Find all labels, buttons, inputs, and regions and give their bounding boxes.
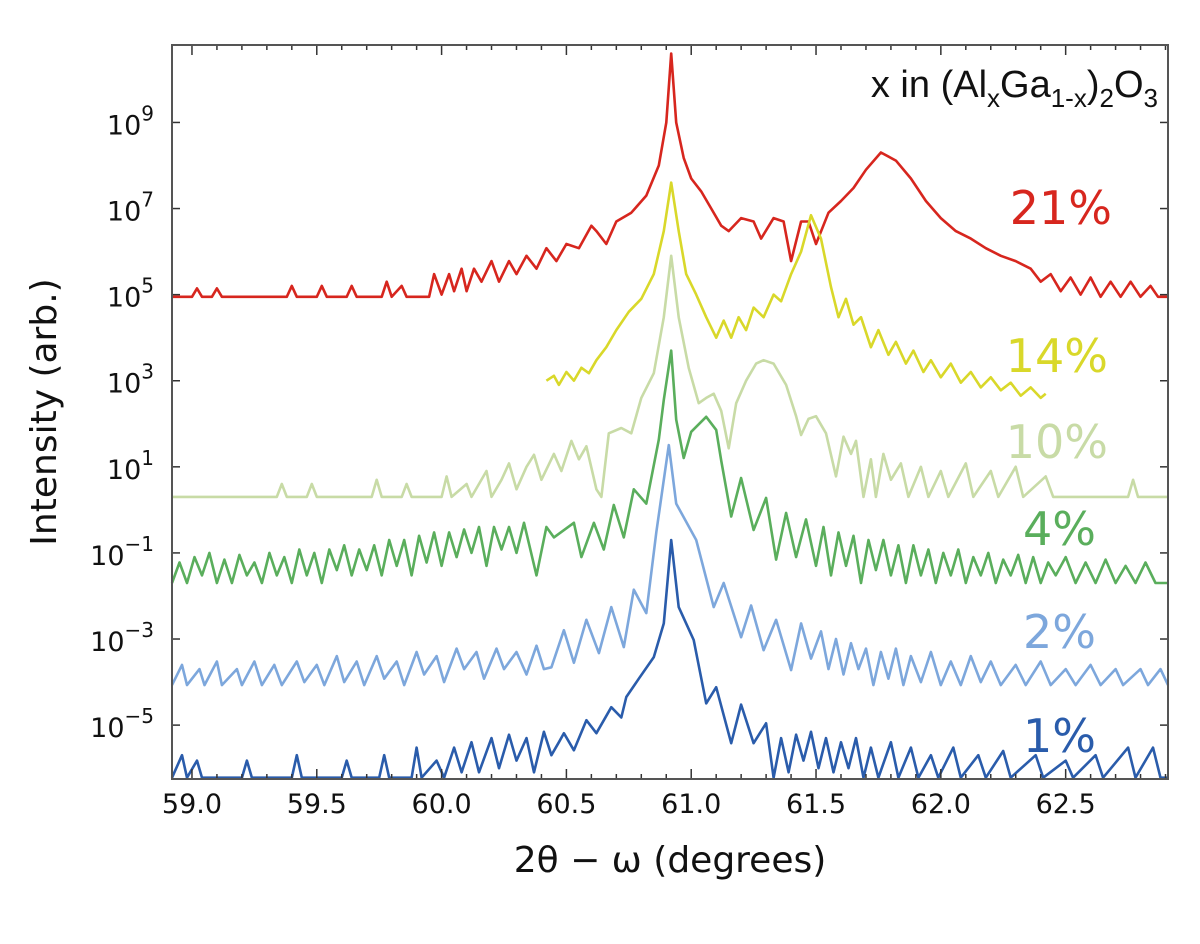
y-tick-exponent: 1 xyxy=(141,446,154,470)
x-tick-label: 61.5 xyxy=(786,789,846,820)
annotation-text: Ga xyxy=(1000,64,1052,106)
annotation-subscript: 3 xyxy=(1144,83,1158,113)
composition-annotation: x in (AlxGa1-x)2O3 xyxy=(871,64,1158,113)
series-line-21pct xyxy=(172,52,1168,299)
series-label-1pct: 1% xyxy=(1023,709,1096,763)
series-layer xyxy=(170,52,1170,779)
series-line-14pct xyxy=(545,181,1047,400)
x-tick-label: 59.5 xyxy=(287,789,347,820)
x-tick-label: 61.0 xyxy=(661,789,721,820)
y-tick-exponent: 3 xyxy=(141,360,154,384)
y-tick-exponent: −5 xyxy=(125,704,154,728)
annotation-subscript: 1-x xyxy=(1051,83,1087,113)
y-tick-exponent: −1 xyxy=(125,532,154,556)
plot-frame xyxy=(171,44,1169,780)
series-label-4pct: 4% xyxy=(1023,502,1096,556)
annotation-subscript: 2 xyxy=(1100,83,1114,113)
y-tick-label: 105 xyxy=(107,274,154,314)
annotation-text: ) xyxy=(1087,64,1100,106)
x-tick-label: 62.5 xyxy=(1036,789,1096,820)
x-tick-label: 60.5 xyxy=(536,789,596,820)
series-labels: 21% 14% 10% 4% 2% 1% xyxy=(1006,181,1112,763)
series-line-4pct xyxy=(170,349,1168,585)
series-line-10pct xyxy=(172,254,1168,499)
y-tick-exponent: −3 xyxy=(125,618,154,642)
y-tick-label: 101 xyxy=(107,446,154,486)
x-tick-label: 60.0 xyxy=(412,789,472,820)
series-label-2pct: 2% xyxy=(1023,605,1096,659)
y-tick-label: 109 xyxy=(107,101,154,141)
y-tick-label: 103 xyxy=(107,360,154,400)
y-tick-label: 10−5 xyxy=(90,704,154,744)
annotation-text: O xyxy=(1114,64,1144,106)
y-tick-label: 10−1 xyxy=(90,532,154,572)
x-axis-label: 2θ − ω (degrees) xyxy=(514,840,827,881)
series-label-21pct: 21% xyxy=(1010,181,1112,235)
annotation-subscript: x xyxy=(987,83,1000,113)
x-tick-label: 62.0 xyxy=(911,789,971,820)
series-label-10pct: 10% xyxy=(1006,415,1108,469)
annotation-text: x in (Al xyxy=(871,64,987,106)
series-line-1pct xyxy=(170,538,1168,779)
series-line-2pct xyxy=(170,443,1170,687)
y-tick-exponent: 7 xyxy=(141,188,154,212)
y-axis-label: Intensity (arb.) xyxy=(24,278,65,545)
y-tick-exponent: 5 xyxy=(141,274,154,298)
x-tick-label: 59.0 xyxy=(162,789,222,820)
y-tick-exponent: 9 xyxy=(141,101,154,125)
y-tick-label: 107 xyxy=(107,188,154,228)
series-label-14pct: 14% xyxy=(1006,329,1108,383)
y-tick-label: 10−3 xyxy=(90,618,154,658)
